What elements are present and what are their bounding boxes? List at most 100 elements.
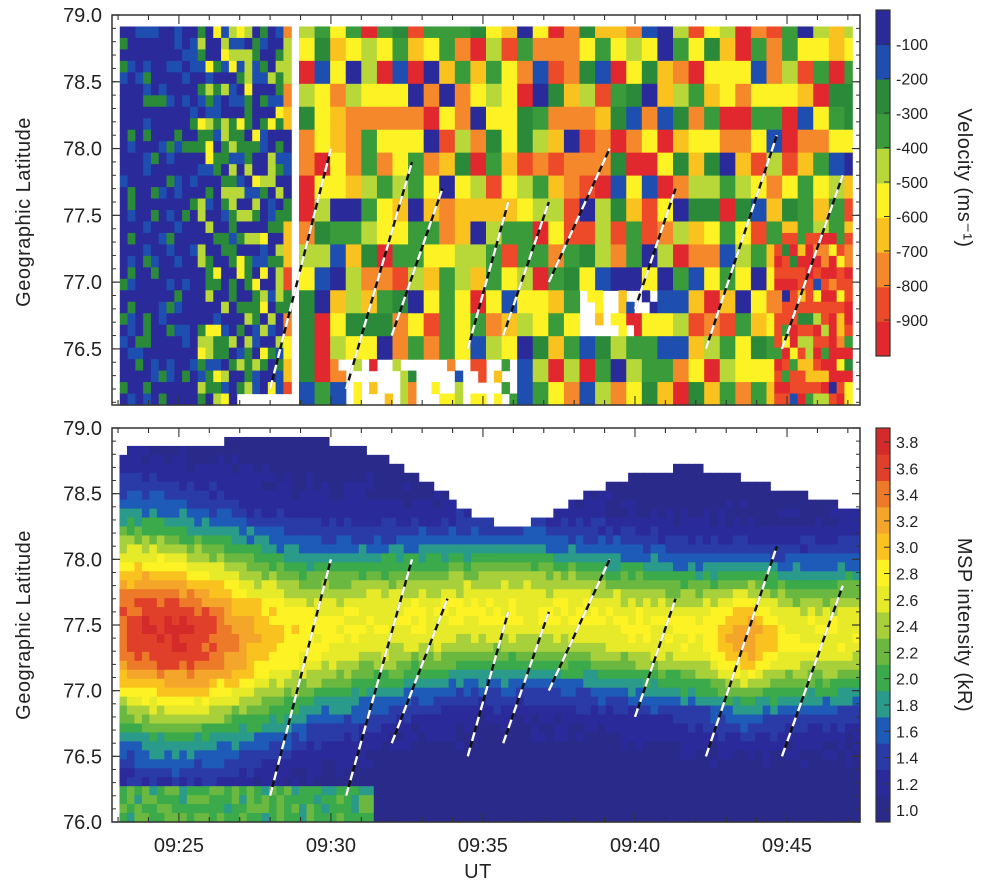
- msp-cell: [194, 580, 203, 590]
- velocity-cell: [252, 221, 261, 234]
- msp-cell: [246, 714, 255, 725]
- velocity-cell: [213, 175, 222, 188]
- msp-cell: [426, 562, 435, 572]
- msp-cell: [156, 490, 165, 501]
- velocity-cell: [602, 37, 612, 51]
- velocity-cell: [376, 26, 386, 39]
- msp-cell: [261, 616, 270, 626]
- velocity-cell: [478, 60, 487, 73]
- velocity-cell: [758, 370, 768, 383]
- msp-cell: [418, 589, 427, 599]
- velocity-cell: [618, 347, 627, 360]
- velocity-cell: [735, 60, 744, 73]
- velocity-cell: [673, 175, 682, 188]
- msp-cell: [201, 607, 210, 617]
- velocity-cell: [673, 382, 682, 395]
- msp-cell: [433, 526, 442, 537]
- velocity-cell: [415, 347, 425, 360]
- velocity-cell: [361, 95, 370, 108]
- velocity-cell: [743, 175, 752, 188]
- velocity-cell: [836, 267, 846, 280]
- velocity-cell: [221, 382, 230, 395]
- velocity-cell: [408, 152, 417, 165]
- velocity-cell: [805, 129, 814, 142]
- msp-cell: [336, 750, 345, 760]
- velocity-cell: [189, 72, 199, 85]
- velocity-cell: [501, 232, 510, 246]
- velocity-cell: [415, 210, 425, 223]
- velocity-cell: [673, 72, 682, 85]
- velocity-cell: [221, 370, 230, 383]
- msp-cell: [254, 777, 263, 787]
- msp-cell: [411, 669, 420, 680]
- msp-cell: [411, 795, 420, 805]
- velocity-cell: [673, 95, 682, 108]
- msp-cell: [231, 678, 240, 689]
- velocity-cell: [228, 141, 238, 154]
- msp-cell: [351, 571, 360, 581]
- msp-cell: [291, 705, 300, 716]
- velocity-cell: [735, 118, 744, 131]
- velocity-cell: [306, 290, 316, 303]
- velocity-cell: [127, 152, 136, 165]
- msp-cell: [306, 732, 315, 742]
- msp-cell: [328, 777, 337, 787]
- velocity-cell: [626, 164, 635, 177]
- velocity-cell: [532, 164, 542, 177]
- msp-cell: [336, 571, 345, 581]
- msp-cell: [328, 723, 337, 734]
- msp-cell: [141, 687, 150, 698]
- velocity-cell: [306, 72, 316, 85]
- velocity-cell: [665, 83, 674, 96]
- msp-cell: [396, 696, 405, 707]
- msp-cell: [156, 625, 165, 635]
- msp-cell: [201, 723, 210, 734]
- velocity-cell: [400, 244, 409, 257]
- msp-cell: [269, 696, 278, 707]
- velocity-cell: [337, 347, 347, 360]
- velocity-cell: [641, 336, 651, 349]
- velocity-cell: [696, 278, 705, 291]
- velocity-cell: [524, 313, 534, 326]
- msp-cell: [209, 678, 218, 689]
- msp-cell: [321, 633, 330, 644]
- msp-cell: [276, 633, 285, 644]
- msp-cell: [201, 696, 210, 707]
- velocity-cell: [774, 106, 783, 119]
- velocity-cell: [213, 278, 222, 291]
- msp-cell: [343, 633, 352, 644]
- velocity-cell: [166, 106, 175, 119]
- velocity-cell: [711, 370, 721, 383]
- msp-cell: [254, 732, 263, 742]
- velocity-cell: [548, 83, 557, 96]
- velocity-cell: [813, 187, 822, 200]
- velocity-cell: [493, 313, 503, 326]
- velocity-cell: [493, 347, 503, 360]
- msp-cell: [328, 607, 337, 617]
- velocity-cell: [532, 244, 542, 257]
- msp-cell: [396, 607, 405, 617]
- msp-cell: [171, 669, 180, 680]
- velocity-cell: [493, 267, 503, 280]
- msp-cell: [246, 562, 255, 572]
- msp-cell: [179, 795, 188, 805]
- msp-cell: [321, 463, 330, 474]
- velocity-cell: [665, 255, 674, 268]
- msp-cell: [141, 580, 150, 590]
- velocity-cell: [244, 60, 253, 73]
- velocity-cell: [665, 370, 674, 383]
- msp-cell: [156, 553, 165, 563]
- msp-cell: [366, 660, 375, 671]
- velocity-cell: [322, 359, 331, 372]
- msp-cell: [351, 562, 360, 572]
- msp-cell: [351, 445, 360, 456]
- velocity-cell: [423, 336, 433, 349]
- velocity-cell: [517, 301, 526, 314]
- velocity-cell: [641, 278, 651, 291]
- msp-cell: [254, 445, 263, 456]
- msp-cell: [351, 687, 360, 698]
- velocity-cell: [766, 95, 775, 108]
- velocity-cell: [789, 152, 799, 165]
- msp-cell: [441, 562, 450, 572]
- velocity-cell: [252, 72, 261, 85]
